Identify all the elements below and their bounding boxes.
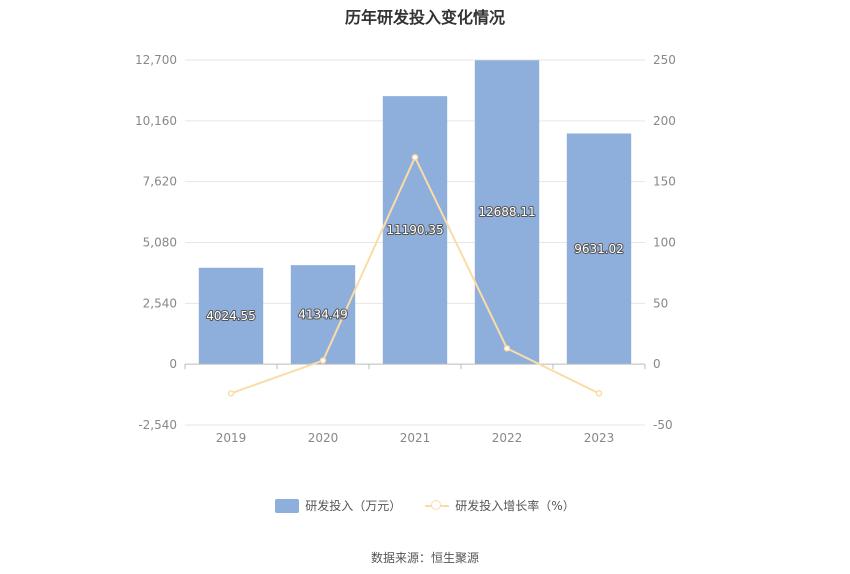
bar-value-label: 4134.49 bbox=[298, 308, 348, 322]
bar-value-label: 12688.11 bbox=[478, 205, 535, 219]
growth-point bbox=[503, 345, 511, 352]
data-source: 数据来源：恒生聚源 bbox=[370, 551, 479, 565]
legend-item-bar[interactable]: 研发投入（万元） bbox=[275, 497, 401, 514]
bar-value-label: 9631.02 bbox=[574, 242, 624, 256]
y-right-tick-label: 50 bbox=[653, 296, 668, 310]
bar bbox=[198, 267, 264, 365]
axes: 12,700 10,160 7,620 5,080 2,540 0 -2,540 250 200… bbox=[135, 53, 676, 445]
legend-line-label: 研发投入增长率（%） bbox=[455, 499, 575, 513]
bar-series bbox=[198, 60, 632, 365]
legend: 研发投入（万元） 研发投入增长率（%） bbox=[0, 497, 850, 514]
y-left-tick-label: 5,080 bbox=[143, 236, 177, 250]
x-tick-label: 2019 bbox=[216, 431, 247, 445]
x-tick-label: 2022 bbox=[492, 431, 523, 445]
legend-item-line[interactable]: 研发投入增长率（%） bbox=[425, 497, 575, 514]
growth-point bbox=[411, 154, 419, 161]
y-left-tick-label: -2,540 bbox=[138, 418, 177, 432]
bar bbox=[566, 133, 632, 365]
growth-point bbox=[595, 390, 603, 397]
line-series bbox=[227, 154, 603, 397]
bar-value-label: 11190.35 bbox=[386, 223, 443, 237]
y-right-tick-label: -50 bbox=[653, 418, 673, 432]
y-left-tick-label: 0 bbox=[169, 357, 177, 371]
x-tick-label: 2020 bbox=[308, 431, 339, 445]
bar bbox=[382, 96, 448, 365]
bar bbox=[474, 60, 540, 365]
legend-bar-label: 研发投入（万元） bbox=[305, 499, 402, 513]
y-right-tick-label: 250 bbox=[653, 53, 676, 67]
y-right-tick-label: 100 bbox=[653, 236, 676, 250]
growth-point bbox=[319, 357, 327, 364]
y-right-tick-label: 0 bbox=[653, 357, 661, 371]
y-left-tick-label: 12,700 bbox=[135, 53, 177, 67]
y-right-tick-label: 150 bbox=[653, 175, 676, 189]
growth-point bbox=[227, 390, 235, 397]
x-tick-label: 2021 bbox=[400, 431, 431, 445]
x-tick-label: 2023 bbox=[584, 431, 615, 445]
y-left-tick-label: 7,620 bbox=[143, 175, 177, 189]
y-left-tick-label: 2,540 bbox=[143, 296, 177, 310]
bar-value-label: 4024.55 bbox=[206, 309, 256, 323]
legend-line-swatch bbox=[425, 499, 450, 513]
y-right-tick-label: 200 bbox=[653, 114, 676, 128]
y-left-tick-label: 10,160 bbox=[135, 114, 177, 128]
legend-bar-swatch bbox=[275, 498, 300, 513]
chart-title: 历年研发投入变化情况 bbox=[344, 8, 505, 27]
data-labels: 4024.55 4134.49 11190.35 12688.11 9631.02 bbox=[205, 204, 625, 324]
